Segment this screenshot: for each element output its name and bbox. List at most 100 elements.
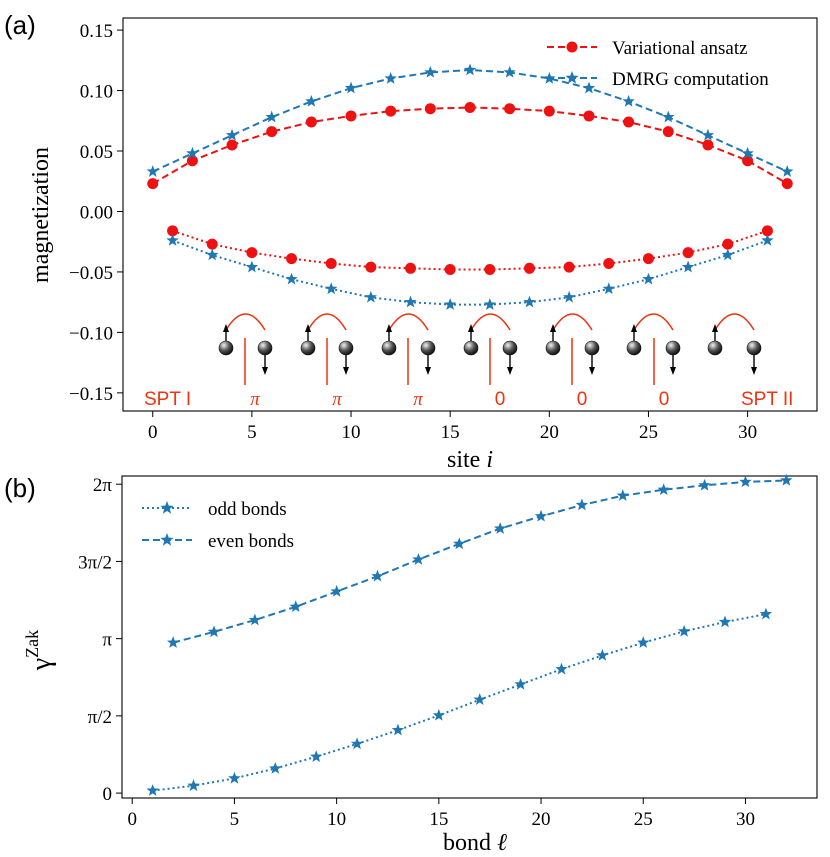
- spin-site: [626, 340, 642, 356]
- spin-arrow-head: [550, 324, 556, 332]
- panel-b-x-axis: 0 5 10 15 20 25 30: [127, 798, 755, 830]
- data-point: [555, 662, 568, 675]
- panel-b-label: (b): [4, 473, 36, 503]
- spin-arrow-head: [343, 367, 349, 375]
- data-point: [698, 478, 711, 491]
- spin-site: [338, 340, 354, 356]
- legend-variational-marker: [566, 41, 578, 53]
- spin-arrow-head: [507, 367, 513, 375]
- spin-arrow-head: [425, 367, 431, 375]
- data-point: [741, 146, 754, 159]
- legend-dmrg-marker: [565, 71, 579, 84]
- data-point: [365, 261, 377, 273]
- legend-odd-marker: [160, 501, 174, 514]
- data-point: [603, 257, 615, 269]
- spin-site: [707, 340, 723, 356]
- data-point: [286, 253, 298, 265]
- data-point: [405, 262, 417, 274]
- data-point: [493, 522, 507, 534]
- series-line-a-3: [172, 239, 768, 306]
- data-point: [781, 178, 793, 190]
- spin-arrow-head: [223, 324, 229, 332]
- data-point: [344, 81, 358, 94]
- data-point: [305, 116, 317, 128]
- data-point: [523, 262, 535, 274]
- y-tick-label: 0.10: [80, 82, 113, 103]
- data-point: [225, 128, 239, 141]
- data-point: [432, 708, 446, 721]
- spin-site: [300, 340, 316, 356]
- data-point: [781, 165, 794, 177]
- spin-site: [545, 340, 561, 356]
- data-point: [602, 282, 615, 295]
- data-point: [285, 272, 298, 285]
- data-point: [483, 298, 497, 310]
- x-tick-label: 30: [736, 809, 755, 830]
- bond-arc: [388, 313, 429, 331]
- data-point: [443, 298, 457, 310]
- data-point: [266, 126, 278, 138]
- data-point: [642, 253, 654, 265]
- legend-variational-label: Variational ansatz: [612, 38, 748, 59]
- bond-arc: [307, 313, 347, 331]
- data-point: [739, 475, 752, 488]
- data-point: [596, 648, 609, 661]
- data-point: [186, 146, 199, 159]
- x-tick-label: 20: [532, 809, 551, 830]
- data-point: [330, 585, 343, 597]
- data-point: [305, 94, 318, 107]
- spin-arrow-head: [670, 367, 676, 375]
- panel-a-frame: [122, 17, 818, 412]
- data-point: [245, 260, 259, 273]
- spin-arrow-head: [386, 324, 392, 332]
- data-point: [325, 282, 338, 295]
- spin-site: [257, 340, 273, 356]
- data-point: [523, 295, 536, 308]
- data-point: [534, 509, 548, 522]
- data-point: [543, 105, 555, 117]
- panel-a-x-axis: 0 5 10 15 20 25 30: [148, 411, 757, 443]
- data-point: [289, 600, 302, 613]
- panel-a: (a) 0 5 10 15 20 25 30 −0.15 −0.10 −0.05 0.00 0.05…: [4, 10, 818, 473]
- data-point: [206, 238, 218, 250]
- spin-site: [420, 340, 436, 356]
- y-tick-label: −0.05: [69, 263, 113, 284]
- data-point: [642, 272, 655, 285]
- data-point: [473, 693, 486, 705]
- spin-site: [584, 340, 600, 356]
- legend-even-marker: [160, 533, 174, 546]
- data-point: [424, 65, 437, 78]
- data-point: [463, 63, 477, 76]
- panel-b-series: [146, 473, 793, 796]
- data-point: [444, 264, 456, 276]
- legend-odd-label: odd bonds: [208, 499, 287, 520]
- data-point: [364, 290, 378, 303]
- series-line-a-2: [172, 229, 768, 271]
- series-line-b-0: [152, 613, 767, 792]
- data-point: [657, 483, 670, 496]
- data-point: [514, 677, 527, 690]
- data-point: [721, 248, 734, 261]
- y-tick-label: π: [102, 630, 112, 651]
- y-tick-label: 0: [103, 784, 113, 805]
- y-tick-label: 0.15: [80, 21, 113, 42]
- legend-even-label: even bonds: [208, 531, 294, 552]
- y-tick-label: 2π: [93, 475, 113, 496]
- data-point: [269, 762, 282, 774]
- data-point: [325, 257, 337, 269]
- bond-arc: [470, 313, 511, 331]
- data-point: [623, 116, 635, 128]
- data-point: [503, 65, 516, 78]
- data-point: [228, 771, 241, 784]
- data-point: [186, 155, 198, 167]
- data-point: [404, 295, 417, 308]
- panel-b-frame: [121, 475, 818, 799]
- spt-two-label: SPT II: [741, 389, 793, 410]
- spin-chain-inset: π π π 0 0 0: [218, 313, 762, 410]
- bond-phase-label: π: [413, 389, 423, 410]
- bond-arc: [633, 313, 674, 331]
- data-point: [207, 625, 221, 638]
- x-tick-label: 15: [441, 422, 460, 443]
- x-tick-label: 30: [738, 422, 757, 443]
